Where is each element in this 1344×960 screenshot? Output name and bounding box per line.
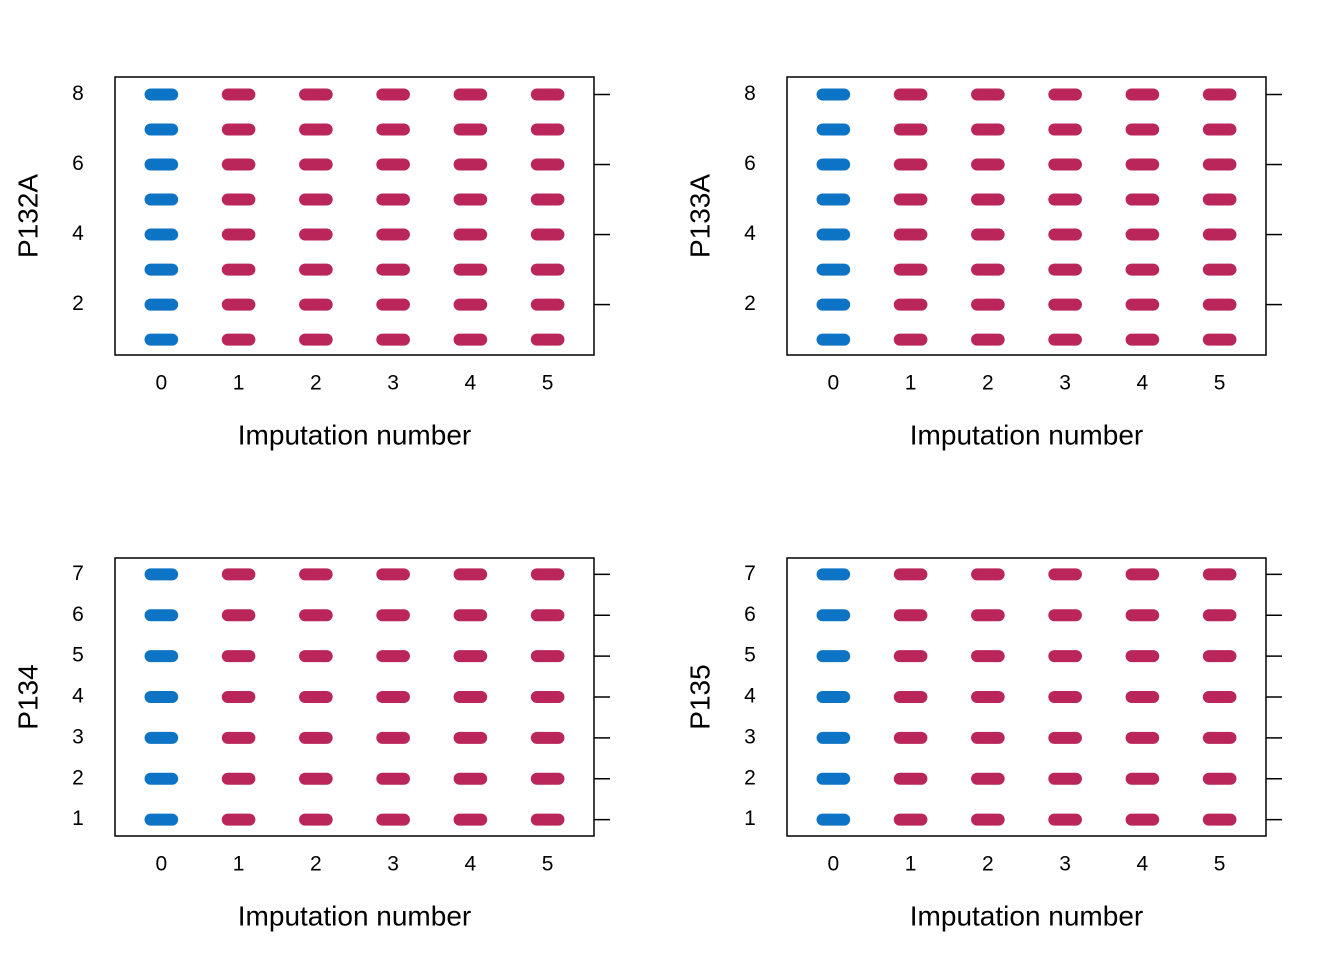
x-tick-label: 3 (1059, 853, 1071, 876)
y-tick-label: 7 (72, 562, 84, 585)
y-tick-label: 2 (744, 766, 756, 789)
y-tick-label: 5 (72, 644, 84, 667)
y-tick-label: 6 (744, 603, 756, 626)
x-axis-label: Imputation number (238, 419, 471, 450)
y-tick-label: 4 (744, 222, 756, 245)
y-axis-label: P134 (12, 664, 43, 729)
x-tick-label: 4 (465, 853, 477, 876)
y-tick-label: 6 (72, 603, 84, 626)
x-tick-label: 2 (310, 372, 322, 395)
y-tick-label: 2 (72, 766, 84, 789)
y-tick-label: 3 (744, 725, 756, 748)
y-axis-label: P133A (684, 174, 715, 258)
plot-frame (114, 76, 595, 356)
y-tick-label: 2 (72, 292, 84, 315)
x-tick-label: 4 (1137, 853, 1149, 876)
x-tick-label: 0 (156, 853, 168, 876)
x-tick-label: 5 (542, 853, 554, 876)
y-tick-label: 6 (744, 152, 756, 175)
x-axis-label: Imputation number (238, 900, 471, 931)
x-tick-label: 2 (982, 853, 994, 876)
y-tick-label: 4 (744, 685, 756, 708)
y-tick-label: 6 (72, 152, 84, 175)
x-tick-label: 3 (387, 853, 399, 876)
y-tick-label: 2 (744, 292, 756, 315)
x-tick-label: 3 (1059, 372, 1071, 395)
y-tick-label: 8 (744, 82, 756, 105)
y-tick-label: 1 (72, 807, 84, 830)
y-tick-label: 8 (72, 82, 84, 105)
x-tick-label: 0 (828, 372, 840, 395)
plot-frame (114, 557, 595, 837)
x-tick-label: 1 (233, 853, 245, 876)
x-tick-label: 4 (1137, 372, 1149, 395)
y-tick-label: 5 (744, 644, 756, 667)
x-axis-label: Imputation number (910, 419, 1143, 450)
y-tick-label: 1 (744, 807, 756, 830)
x-tick-label: 2 (310, 853, 322, 876)
x-tick-label: 1 (905, 853, 917, 876)
x-tick-label: 2 (982, 372, 994, 395)
y-tick-label: 4 (72, 685, 84, 708)
plot-frame (786, 557, 1267, 837)
x-tick-label: 5 (1214, 853, 1226, 876)
x-tick-label: 0 (828, 853, 840, 876)
y-axis-label: P135 (684, 664, 715, 729)
x-axis-label: Imputation number (910, 900, 1143, 931)
x-tick-label: 5 (542, 372, 554, 395)
plot-frame (786, 76, 1267, 356)
x-tick-label: 5 (1214, 372, 1226, 395)
y-tick-label: 3 (72, 725, 84, 748)
x-tick-label: 3 (387, 372, 399, 395)
y-tick-label: 7 (744, 562, 756, 585)
x-tick-label: 4 (465, 372, 477, 395)
y-axis-label: P132A (12, 174, 43, 258)
x-tick-label: 1 (905, 372, 917, 395)
x-tick-label: 0 (156, 372, 168, 395)
x-tick-label: 1 (233, 372, 245, 395)
y-tick-label: 4 (72, 222, 84, 245)
